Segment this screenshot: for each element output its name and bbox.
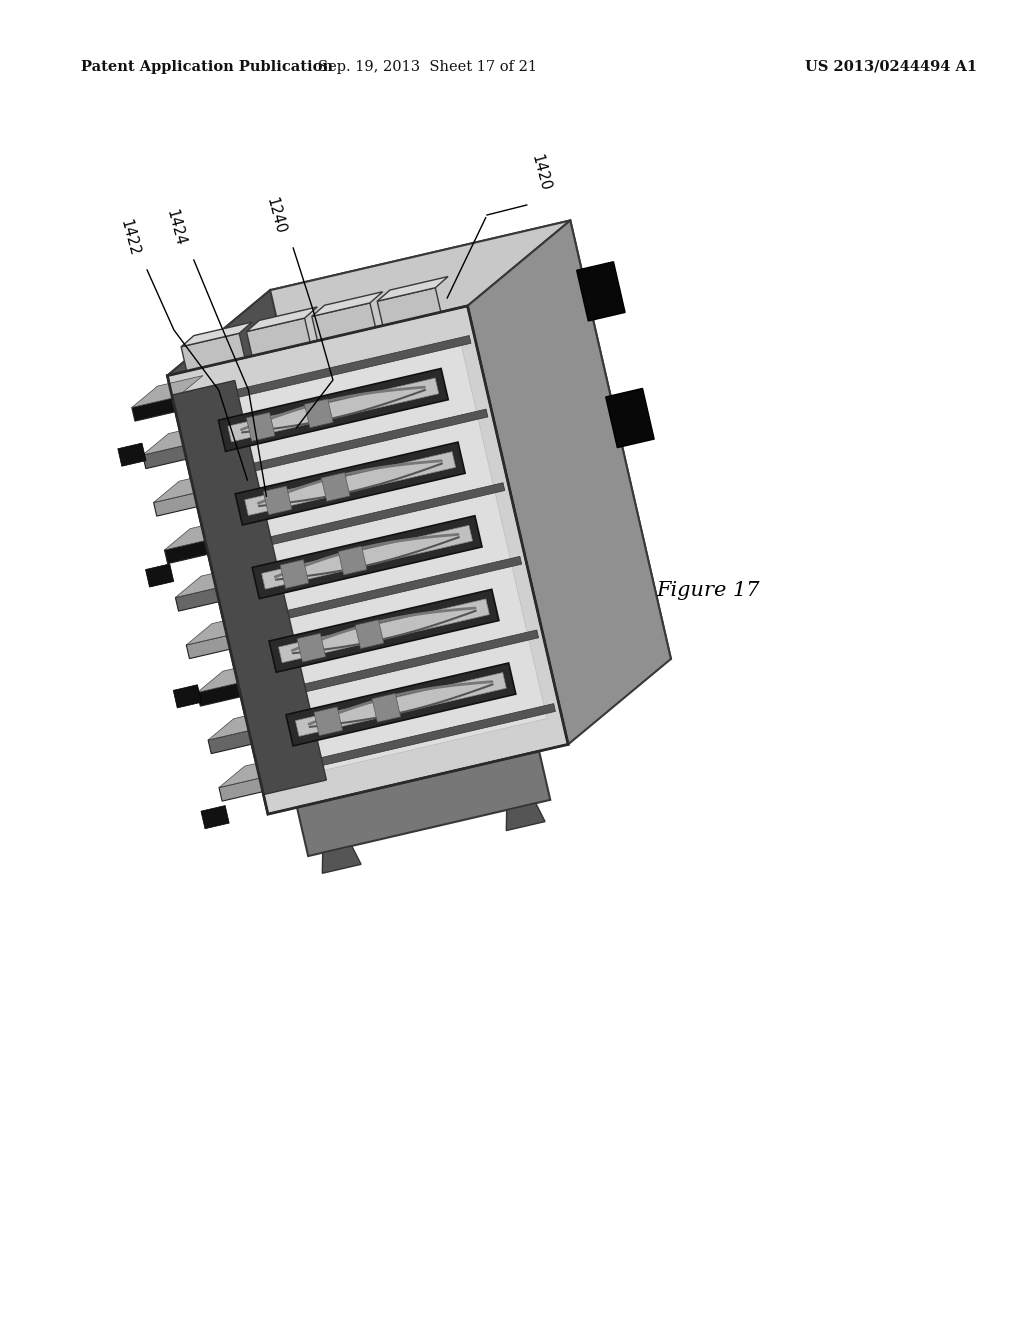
Polygon shape <box>323 846 361 874</box>
Polygon shape <box>314 708 343 735</box>
Polygon shape <box>468 220 671 744</box>
Polygon shape <box>201 409 487 483</box>
Polygon shape <box>167 306 568 814</box>
Polygon shape <box>281 560 309 589</box>
Polygon shape <box>297 634 326 663</box>
Polygon shape <box>186 635 234 659</box>
Polygon shape <box>203 338 547 777</box>
Polygon shape <box>165 540 213 564</box>
Polygon shape <box>154 492 202 516</box>
Polygon shape <box>172 380 327 795</box>
Polygon shape <box>165 517 236 550</box>
Text: 1420: 1420 <box>528 153 553 193</box>
Polygon shape <box>145 564 174 587</box>
Polygon shape <box>219 777 267 801</box>
Polygon shape <box>183 335 471 409</box>
Polygon shape <box>268 704 555 777</box>
Polygon shape <box>263 486 292 515</box>
Polygon shape <box>312 302 376 341</box>
Polygon shape <box>322 473 350 502</box>
Polygon shape <box>236 442 465 525</box>
Polygon shape <box>377 288 441 326</box>
Polygon shape <box>167 220 570 376</box>
Text: Sep. 19, 2013  Sheet 17 of 21: Sep. 19, 2013 Sheet 17 of 21 <box>317 59 537 74</box>
Polygon shape <box>181 333 245 371</box>
Polygon shape <box>181 322 252 347</box>
Polygon shape <box>338 546 367 576</box>
Polygon shape <box>355 620 384 648</box>
Text: 1240: 1240 <box>263 197 288 236</box>
Polygon shape <box>208 708 280 741</box>
Polygon shape <box>247 318 310 356</box>
Polygon shape <box>506 803 545 830</box>
Polygon shape <box>208 730 257 754</box>
Text: 1424: 1424 <box>164 209 188 248</box>
Polygon shape <box>262 525 472 589</box>
Polygon shape <box>247 308 317 331</box>
Polygon shape <box>218 368 449 451</box>
Polygon shape <box>247 412 275 441</box>
Polygon shape <box>186 612 257 645</box>
Polygon shape <box>198 660 268 693</box>
Polygon shape <box>245 451 456 515</box>
Polygon shape <box>228 378 438 442</box>
Polygon shape <box>219 755 290 788</box>
Polygon shape <box>296 673 506 737</box>
Polygon shape <box>175 565 247 598</box>
Polygon shape <box>142 422 214 455</box>
Text: US 2013/0244494 A1: US 2013/0244494 A1 <box>805 59 977 74</box>
Polygon shape <box>252 516 482 599</box>
Polygon shape <box>606 388 654 447</box>
Polygon shape <box>251 630 539 704</box>
Polygon shape <box>286 663 516 746</box>
Polygon shape <box>132 376 203 408</box>
Polygon shape <box>577 261 625 321</box>
Polygon shape <box>297 751 550 857</box>
Polygon shape <box>118 444 146 466</box>
Polygon shape <box>270 220 671 729</box>
Polygon shape <box>132 397 180 421</box>
Polygon shape <box>175 587 224 611</box>
Polygon shape <box>142 445 191 469</box>
Polygon shape <box>372 693 400 722</box>
Polygon shape <box>198 682 246 706</box>
Polygon shape <box>173 685 202 708</box>
Text: Patent Application Publication: Patent Application Publication <box>82 59 334 74</box>
Text: Figure 17: Figure 17 <box>656 581 760 599</box>
Polygon shape <box>312 292 383 317</box>
Polygon shape <box>167 290 371 814</box>
Polygon shape <box>217 483 505 557</box>
Text: 1422: 1422 <box>118 218 141 257</box>
Polygon shape <box>269 589 499 672</box>
Polygon shape <box>154 470 225 503</box>
Polygon shape <box>377 277 449 301</box>
Polygon shape <box>201 805 229 829</box>
Polygon shape <box>234 556 521 631</box>
Polygon shape <box>279 599 489 663</box>
Polygon shape <box>304 399 333 428</box>
